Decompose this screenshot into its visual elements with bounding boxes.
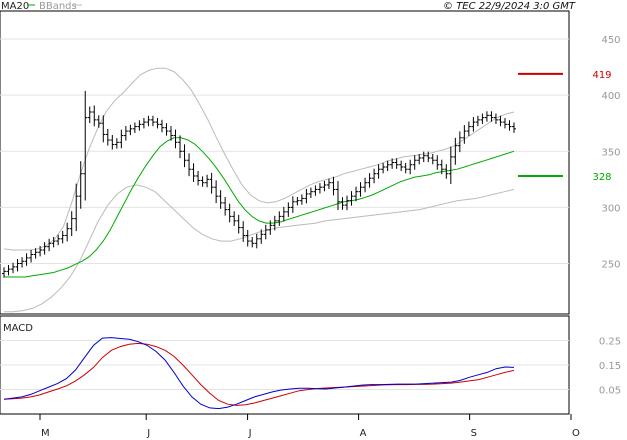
price-tick-label: 400 (601, 91, 620, 102)
month-label: M (41, 428, 50, 439)
price-tick-labels: 250 300 350 400 450 (601, 35, 620, 270)
macd-tick-label: 0.25 (599, 337, 621, 348)
ohlc-bars (2, 90, 516, 278)
ma20-line-group (4, 137, 515, 278)
macd-label: MACD (3, 323, 33, 334)
price-panel-frame (0, 10, 570, 315)
price-levels: 419 328 (518, 70, 612, 183)
macd-lines (3, 337, 515, 410)
bollinger-bands (3, 67, 515, 313)
macd-tick-label: 0.05 (599, 386, 621, 397)
month-label: O (572, 428, 580, 439)
macd-signal-line (3, 342, 515, 406)
price-tick-label: 250 (601, 260, 620, 271)
month-label: A (360, 428, 367, 439)
data-credit: © TEC 22/9/2024 3:0 GMT (443, 1, 576, 12)
legend-bbands: BBands (39, 1, 77, 12)
month-label: J (248, 428, 252, 439)
macd-tick-labels: 0.05 0.15 0.25 (599, 337, 621, 397)
macd-tick-label: 0.15 (599, 361, 621, 372)
price-tick-label: 350 (601, 147, 620, 158)
legend-ma20: MA20 (1, 1, 29, 12)
price-tick-label: 450 (601, 35, 620, 46)
month-label: S (471, 428, 477, 439)
macd-line (3, 337, 515, 410)
price-tick-label: 300 (601, 203, 620, 214)
month-label: J (146, 428, 150, 439)
ma20-line (4, 137, 515, 278)
macd-gridlines (0, 340, 569, 390)
bband-lower-line (4, 184, 515, 313)
support-label: 328 (592, 172, 611, 183)
resistance-label: 419 (592, 70, 611, 81)
bband-upper-line (3, 67, 515, 251)
price-gridlines (0, 38, 569, 264)
